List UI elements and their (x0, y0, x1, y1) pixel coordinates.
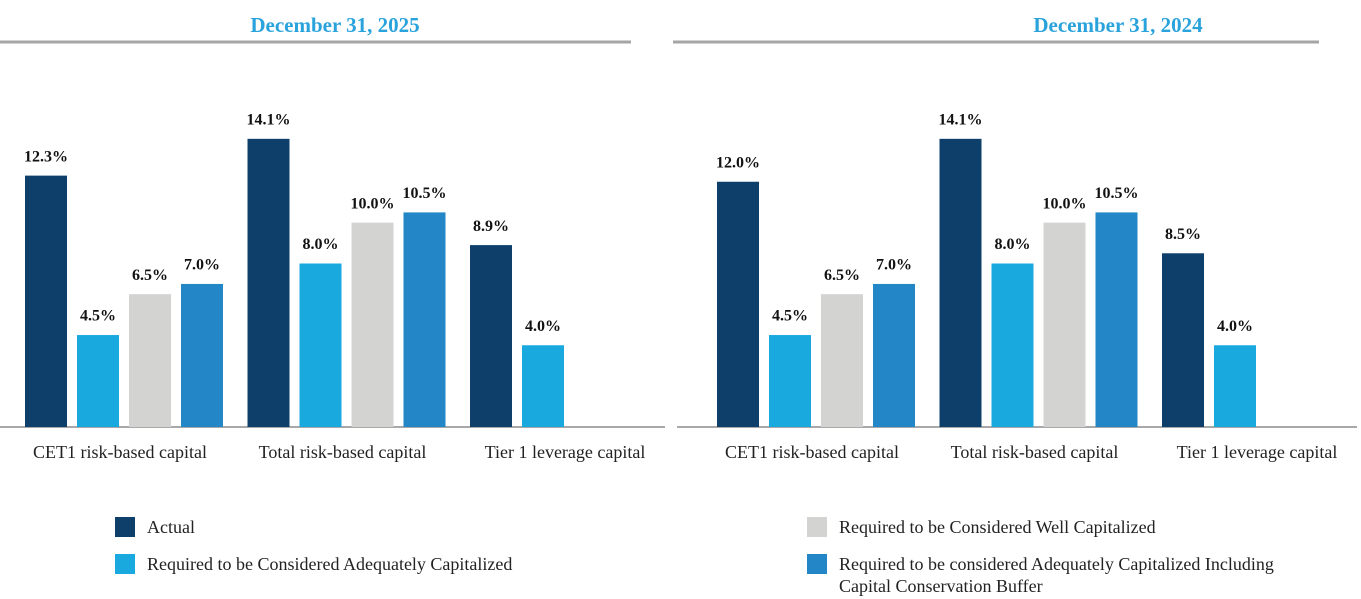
value-label: 6.5% (824, 267, 860, 284)
bar (873, 283, 915, 427)
value-label: 8.0% (995, 236, 1031, 253)
bar (403, 212, 446, 427)
legend-label: Required to be considered Adequately Cap… (839, 554, 1274, 596)
value-label: 7.0% (184, 257, 220, 274)
bar (717, 181, 759, 427)
bar (299, 263, 342, 427)
value-label: 4.5% (772, 308, 808, 325)
value-label: 14.1% (247, 112, 291, 129)
value-label: 12.3% (24, 148, 68, 165)
category-label: Tier 1 leverage capital (484, 442, 646, 462)
legend-swatch (115, 517, 135, 537)
legend-swatch (115, 554, 135, 574)
value-label: 4.5% (80, 308, 116, 325)
bar (1214, 345, 1256, 427)
bar (939, 138, 982, 428)
bar (181, 283, 223, 427)
bar (1043, 222, 1086, 427)
bar (522, 345, 564, 427)
bar (77, 335, 119, 427)
bar (821, 294, 863, 427)
value-label: 8.5% (1165, 226, 1201, 243)
category-label: Tier 1 leverage capital (1176, 442, 1338, 462)
value-label: 10.5% (403, 185, 447, 202)
value-label: 10.0% (1043, 195, 1087, 212)
value-label: 4.0% (1217, 318, 1253, 335)
category-label: CET1 risk-based capital (33, 442, 207, 462)
legend-label: Required to be Considered Adequately Cap… (147, 554, 513, 574)
bar (351, 222, 394, 427)
legend-label: Required to be Considered Well Capitaliz… (839, 517, 1156, 537)
value-label: 8.9% (473, 218, 509, 235)
bar (1095, 212, 1138, 427)
chart-title: December 31, 2025 (250, 13, 419, 37)
bar (470, 245, 512, 427)
bar (247, 138, 290, 428)
value-label: 14.1% (939, 112, 983, 129)
bar (991, 263, 1034, 427)
category-label: Total risk-based capital (258, 442, 427, 462)
value-label: 8.0% (303, 236, 339, 253)
category-label: Total risk-based capital (950, 442, 1119, 462)
legend-swatch (807, 554, 827, 574)
bar (25, 175, 67, 427)
value-label: 12.0% (716, 154, 760, 171)
bar (1162, 253, 1204, 427)
category-label: CET1 risk-based capital (725, 442, 899, 462)
legend-swatch (807, 517, 827, 537)
legend-label: Actual (147, 517, 195, 537)
bar (769, 335, 811, 427)
bar (129, 294, 171, 427)
value-label: 10.5% (1095, 185, 1139, 202)
chart-title: December 31, 2024 (1033, 13, 1203, 37)
value-label: 4.0% (525, 318, 561, 335)
value-label: 6.5% (132, 267, 168, 284)
value-label: 10.0% (351, 195, 395, 212)
value-label: 7.0% (876, 257, 912, 274)
